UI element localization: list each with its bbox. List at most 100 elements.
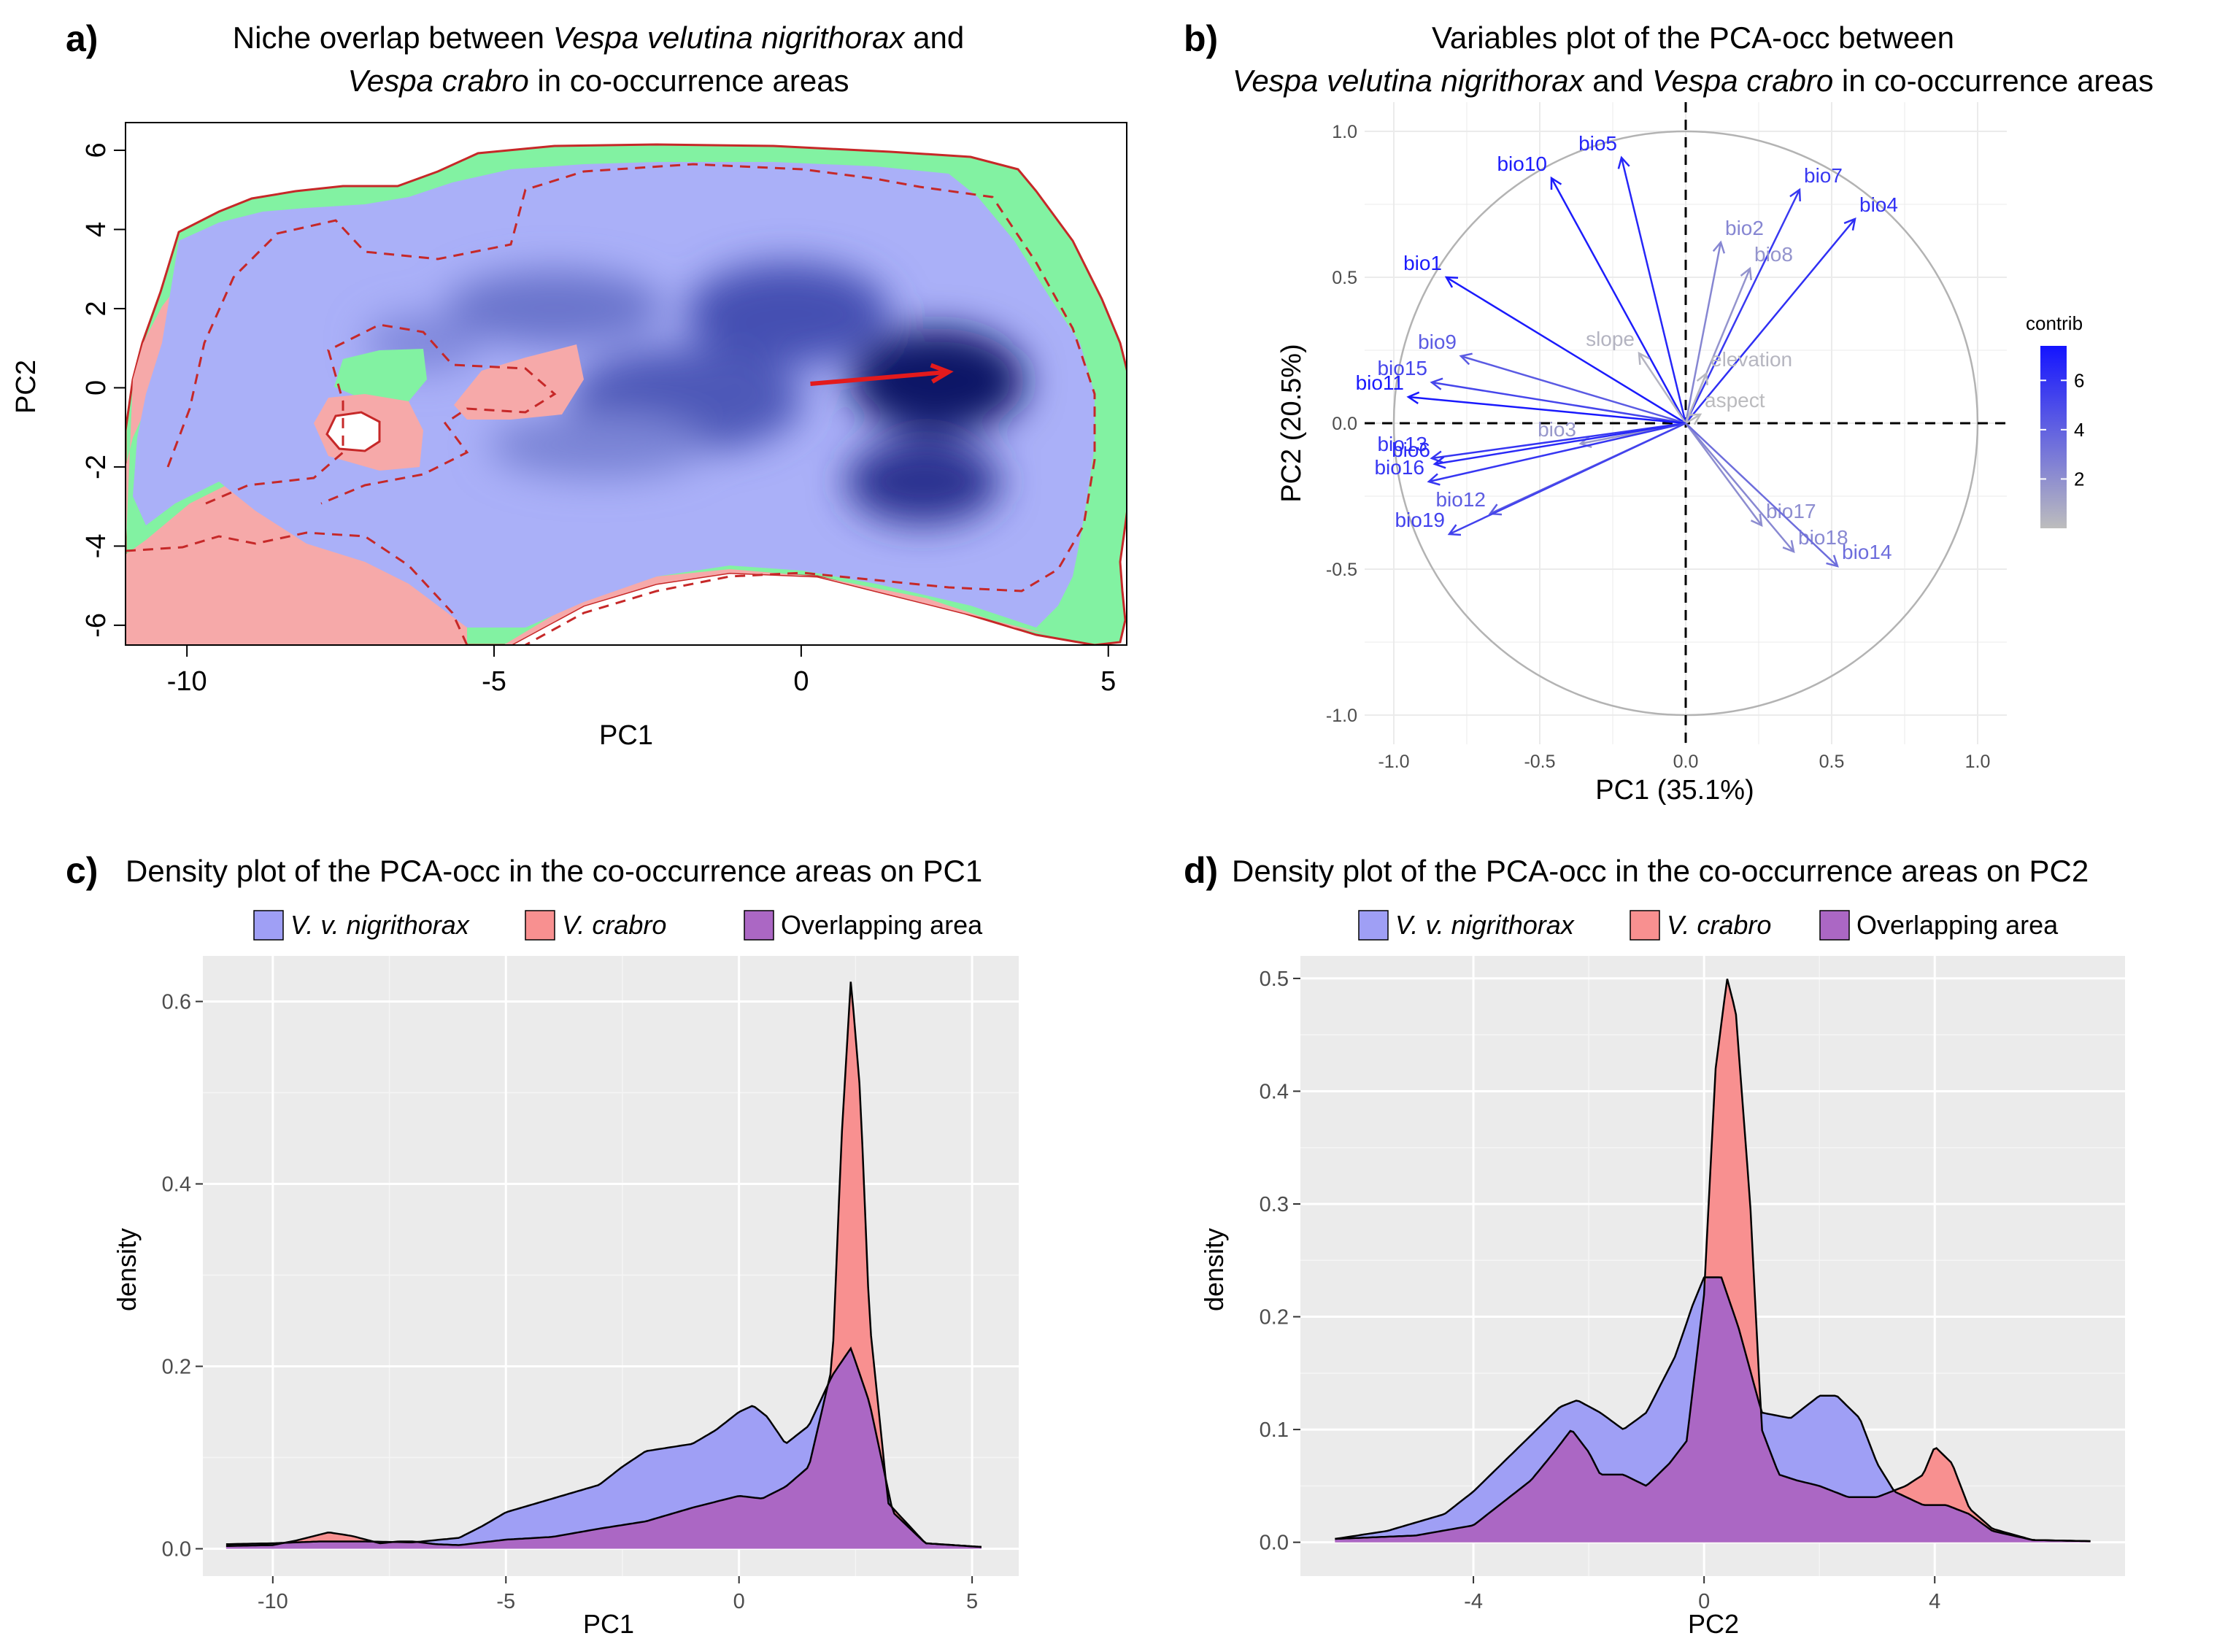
panel-d-plot: -4 0 4 0.0 0.1 0.2 0.3 0.4 0.5: [1260, 956, 2125, 1613]
legend-d-overlap: Overlapping area: [1856, 910, 2059, 940]
panel-b-grid: -1.0 -0.5 0.0 0.5 1.0 -1.0 -0.5 0.0 0.5 1.0: [1326, 102, 2007, 772]
a-ytick-label-6: 6: [81, 142, 112, 158]
vector-bio9: [1460, 355, 1686, 425]
vector-label-slope: slope: [1586, 328, 1635, 350]
c-ytick-label-0: 0.0: [162, 1538, 191, 1562]
density-peak-2: [847, 439, 1000, 524]
vector-label-bio10: bio10: [1497, 153, 1547, 175]
c-area-overlap: [225, 1348, 982, 1549]
legend-c-swatch-overlap: [744, 910, 774, 941]
vector-bio19: [1449, 422, 1686, 536]
b-ytick-label-2: 0.0: [1332, 414, 1357, 434]
vector-label-bio19: bio19: [1395, 509, 1445, 531]
vector-bio7: [1684, 189, 1801, 424]
panel-b: b) Variables plot of the PCA-occ between…: [1184, 18, 2153, 806]
d-area-crabro: [1335, 979, 2091, 1543]
b-xtick-label-4: 1.0: [1965, 752, 1991, 772]
panel-b-label: b): [1184, 18, 1218, 59]
panel-d: d) Density plot of the PCA-occ in the co…: [1184, 850, 2125, 1639]
vector-bio10: [1550, 177, 1687, 424]
panel-b-title-line1: Variables plot of the PCA-occ between: [1432, 20, 1954, 55]
vector-bio14: [1685, 422, 1838, 567]
b-ytick-label-1: -0.5: [1326, 560, 1357, 580]
vector-bio2: [1684, 242, 1722, 424]
density-peak-6: [489, 412, 708, 478]
panel-a-frame: [125, 122, 1127, 646]
vector-label-bio3: bio3: [1538, 418, 1576, 441]
vector-bio5: [1620, 157, 1687, 424]
panel-a-title-line1: Niche overlap between Vespa velutina nig…: [233, 20, 964, 55]
c-xtick-label-1: -5: [496, 1590, 515, 1613]
d-ytick-label-0: 0.0: [1260, 1532, 1289, 1555]
b-ytick-label-3: 0.5: [1332, 268, 1357, 288]
vector-label-bio7: bio7: [1804, 164, 1843, 187]
panel-c-legend: V. v. nigrithorax V. crabro Overlapping …: [253, 910, 983, 941]
a-xtick-label-3: 5: [1100, 666, 1116, 697]
vector-head-bio19: [1447, 524, 1462, 536]
vector-head-bio7: [1789, 188, 1801, 202]
vector-bio13: [1431, 422, 1686, 460]
contrib-tick-label-2: 6: [2074, 369, 2084, 391]
vector-head-bio11: [1406, 391, 1420, 404]
c-ytick-label-3: 0.6: [162, 991, 191, 1014]
legend-c-swatch-crabro: [525, 910, 555, 941]
panel-a-title-mid: and: [904, 20, 964, 55]
contrib-tick-label-0: 2: [2074, 468, 2084, 490]
vector-head-bio15: [1430, 377, 1443, 390]
vector-head-bio9: [1459, 352, 1473, 366]
vector-head-bio2: [1712, 240, 1726, 254]
a-ytick-label-1: -4: [81, 533, 112, 558]
d-ytick-label-3: 0.3: [1260, 1193, 1289, 1216]
vector-label-bio11: bio11: [1356, 371, 1404, 394]
d-ytick-label-5: 0.5: [1260, 968, 1289, 991]
panel-d-label: d): [1184, 850, 1218, 891]
vector-bio18: [1685, 422, 1794, 552]
a-ytick-label-3: 0: [81, 380, 112, 395]
vector-label-bio4: bio4: [1859, 193, 1898, 216]
density-peak-3: [686, 263, 890, 365]
vector-label-elevation: elevation: [1711, 348, 1792, 371]
vector-bio1: [1446, 276, 1686, 425]
panel-d-ylabel: density: [1199, 1228, 1229, 1311]
panel-a-ylabel: PC2: [11, 360, 42, 414]
b-xtick-label-0: -1.0: [1378, 752, 1409, 772]
vector-bio17: [1684, 422, 1763, 526]
contrib-colorbar: [2040, 346, 2067, 528]
d-line-nigrithorax: [1335, 1276, 2091, 1543]
vector-bio16: [1428, 422, 1686, 483]
vector-head-aspect: [1688, 413, 1703, 425]
d-area-overlap: [1335, 1277, 2091, 1543]
vector-head-bio18: [1782, 540, 1795, 553]
legend-d-crabro: V. crabro: [1667, 910, 1771, 940]
panel-d-title: Density plot of the PCA-occ in the co-oc…: [1232, 854, 2089, 888]
centroid-shift-line: [810, 369, 949, 386]
vector-head-bio14: [1826, 555, 1839, 568]
vector-label-bio15: bio15: [1377, 357, 1427, 379]
panel-b-xlabel: PC1 (35.1%): [1595, 775, 1754, 806]
vector-bio4: [1685, 218, 1856, 424]
niche-contour-inner: [126, 531, 468, 645]
vector-label-bio6: bio6: [1392, 439, 1430, 461]
a-ytick-label-4: 2: [81, 301, 112, 316]
c-xtick-label-3: 5: [966, 1590, 978, 1613]
vector-bio6: [1434, 422, 1686, 466]
d-ytick-label-1: 0.1: [1260, 1419, 1289, 1442]
panel-d-legend: V. v. nigrithorax V. crabro Overlapping …: [1358, 910, 2059, 941]
niche-map: [126, 143, 1127, 645]
panel-a-xlabel: PC1: [599, 720, 653, 751]
c-ytick-label-2: 0.4: [162, 1173, 191, 1197]
vector-label-bio13: bio13: [1377, 433, 1427, 455]
vector-slope: [1638, 352, 1687, 424]
d-ytick-label-2: 0.2: [1260, 1306, 1289, 1329]
panel-b-title-line2: Vespa velutina nigrithorax and Vespa cra…: [1233, 63, 2153, 98]
legend-d-nigrithorax: V. v. nigrithorax: [1395, 910, 1576, 940]
niche-island-green: [334, 349, 427, 401]
legend-d-swatch-crabro: [1630, 910, 1660, 941]
c-line-crabro: [225, 981, 982, 1548]
vector-label-bio2: bio2: [1725, 217, 1764, 239]
b-ytick-label-4: 1.0: [1332, 122, 1357, 142]
panel-b-title-sp2: Vespa crabro: [1652, 63, 1833, 98]
b-xtick-label-1: -0.5: [1524, 752, 1555, 772]
panel-a-title-line2: Vespa crabro in co-occurrence areas: [347, 63, 849, 98]
contrib-ticks: 2 4 6: [2040, 369, 2084, 490]
